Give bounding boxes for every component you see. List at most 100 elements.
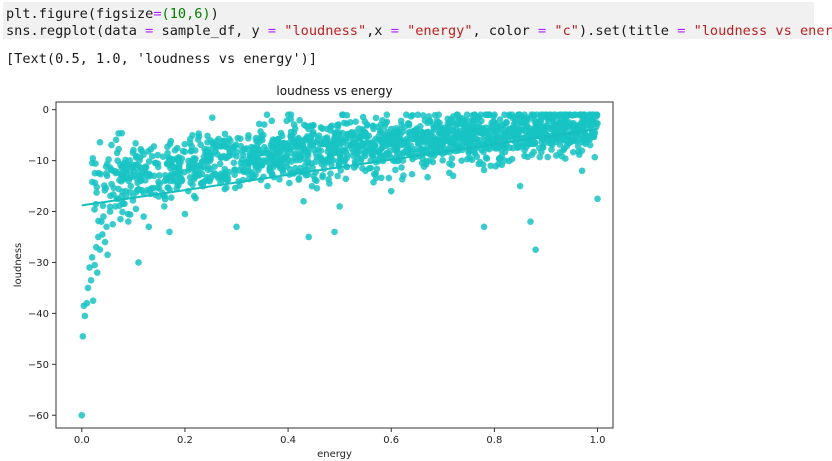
- data-point: [127, 182, 135, 190]
- data-point: [439, 157, 446, 164]
- data-point: [167, 137, 175, 145]
- code-cell[interactable]: plt.figure(figsize=(10,6)) sns.regplot(d…: [3, 2, 832, 39]
- data-point: [229, 150, 237, 158]
- data-point: [305, 233, 313, 241]
- data-point: [101, 187, 109, 194]
- data-point: [470, 117, 478, 124]
- data-point: [548, 146, 555, 153]
- data-point: [207, 175, 215, 182]
- data-point: [195, 169, 202, 177]
- data-point: [334, 172, 341, 180]
- data-point: [106, 203, 114, 211]
- code-line-1: plt.figure(figsize=(10,6)): [6, 5, 219, 23]
- data-point: [321, 160, 329, 167]
- data-point: [91, 169, 99, 177]
- data-point: [415, 139, 423, 146]
- data-point: [204, 132, 211, 140]
- data-point: [104, 251, 111, 259]
- data-point: [337, 140, 344, 148]
- data-point: [91, 206, 98, 213]
- data-point: [527, 114, 534, 121]
- code-token: , color: [472, 23, 539, 39]
- data-point: [422, 132, 430, 140]
- data-point: [292, 138, 299, 146]
- data-point: [190, 155, 197, 162]
- data-point: [240, 166, 248, 174]
- data-point: [501, 148, 509, 156]
- x-tick-label: 0.0: [74, 435, 90, 446]
- data-point: [167, 172, 175, 180]
- data-point: [501, 157, 508, 164]
- code-token: sns.regplot(data: [6, 23, 146, 39]
- data-point: [132, 161, 140, 169]
- data-point: [105, 156, 112, 163]
- data-point: [309, 130, 316, 138]
- data-point: [485, 133, 493, 140]
- code-string: "loudness": [284, 23, 367, 39]
- data-point: [175, 178, 182, 185]
- data-point: [448, 161, 456, 169]
- data-point: [217, 143, 224, 150]
- data-point: [479, 161, 487, 168]
- code-token: plt.figure(figsize: [6, 6, 154, 22]
- data-point: [213, 137, 220, 145]
- data-point: [591, 129, 599, 137]
- data-point: [221, 185, 229, 193]
- data-point: [448, 155, 456, 162]
- data-point: [400, 172, 407, 179]
- data-point: [561, 145, 568, 152]
- data-point: [140, 189, 147, 197]
- data-point: [88, 159, 96, 167]
- data-point: [231, 142, 238, 150]
- data-point: [124, 210, 132, 218]
- data-point: [461, 126, 468, 133]
- data-point: [98, 218, 105, 226]
- data-point: [248, 158, 256, 166]
- data-point: [503, 118, 510, 126]
- data-point: [359, 142, 366, 150]
- data-point: [137, 177, 145, 185]
- data-point: [411, 145, 419, 153]
- data-point: [230, 159, 238, 167]
- data-point: [372, 114, 380, 122]
- data-point: [383, 128, 391, 136]
- data-point: [278, 145, 286, 152]
- data-point: [266, 153, 274, 161]
- data-point: [212, 147, 219, 155]
- data-point: [552, 152, 560, 159]
- code-line-2: sns.regplot(data = sample_df, y = "loudn…: [6, 22, 832, 40]
- data-point: [263, 111, 271, 119]
- data-point: [409, 111, 416, 119]
- data-point: [93, 183, 101, 191]
- data-point: [296, 116, 304, 124]
- data-point: [275, 162, 283, 169]
- x-tick-label: 0.8: [486, 435, 502, 446]
- data-point: [347, 119, 354, 126]
- data-point: [96, 138, 104, 146]
- data-point: [313, 185, 321, 192]
- data-point: [463, 111, 471, 119]
- data-point: [427, 137, 434, 144]
- data-point: [119, 208, 126, 216]
- data-point: [323, 125, 331, 133]
- data-point: [103, 223, 110, 231]
- data-point: [115, 185, 122, 193]
- y-tick-label: −60: [28, 411, 49, 422]
- data-point: [377, 174, 385, 182]
- data-point: [185, 163, 193, 170]
- data-point: [547, 137, 554, 145]
- data-point: [492, 163, 500, 170]
- y-tick-label: −30: [28, 258, 49, 269]
- data-point: [268, 117, 276, 125]
- data-point: [310, 121, 317, 129]
- data-point: [527, 218, 534, 226]
- data-point: [377, 129, 385, 136]
- data-point: [278, 155, 286, 162]
- data-point: [161, 203, 168, 210]
- y-axis: 0 −10 −20 −30 −40 −50 −60: [28, 105, 56, 422]
- data-point: [155, 185, 163, 192]
- code-number: (10,6): [161, 6, 211, 22]
- y-axis-label: loudness: [13, 243, 24, 288]
- data-point: [113, 168, 120, 176]
- data-point: [260, 121, 268, 128]
